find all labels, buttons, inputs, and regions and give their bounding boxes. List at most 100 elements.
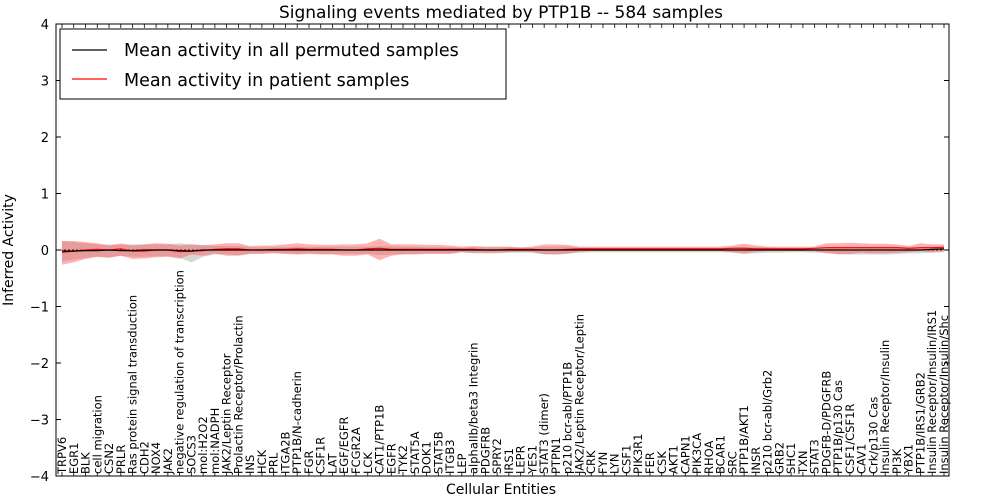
x-tick-label: mol:NADPH	[208, 408, 222, 474]
chart-title: Signaling events mediated by PTP1B -- 58…	[279, 3, 723, 23]
y-tick-label: 3	[41, 75, 49, 90]
x-tick-label: FCGR2A	[349, 427, 363, 474]
x-tick-label: Insulin Receptor/Insulin/Shc	[937, 315, 951, 474]
x-tick-label: CSF1/CSF1R	[843, 404, 857, 474]
x-tick-label: LCK	[361, 452, 375, 474]
legend-box	[59, 28, 507, 100]
x-tick-label: LEPR	[514, 445, 528, 474]
x-tick-label: PIK3R1	[631, 434, 645, 475]
x-tick-label: FGR	[302, 450, 316, 474]
band-permuted	[62, 241, 944, 263]
x-tick-label: FYN	[596, 452, 610, 474]
x-tick-label: LEP	[455, 453, 469, 474]
x-tick-label: STAT3	[808, 439, 822, 474]
x-tick-label: LYN	[608, 453, 622, 474]
x-tick-label: alphaIIb/beta3 Integrin	[467, 342, 481, 474]
y-axis-ticks: −4 −3 −2 −1 0 1 2 3 4	[30, 18, 949, 485]
x-tick-label: CAV1	[855, 444, 869, 474]
x-tick-label: Insulin Receptor/Insulin/IRS1	[925, 310, 939, 474]
x-tick-label: HCK	[255, 449, 269, 474]
x-tick-label: EGR1	[67, 443, 81, 475]
x-tick-label: CSF1	[620, 445, 634, 474]
x-tick-label: ITGB3	[443, 439, 457, 474]
x-tick-label: ITGA2B	[278, 431, 292, 474]
x-tick-label: YBX1	[902, 444, 916, 475]
x-tick-label: INS	[243, 455, 257, 474]
x-tick-label: PRLR	[114, 445, 128, 474]
x-tick-label: LAT	[326, 452, 340, 474]
x-tick-label: JAK2/Leptin Receptor	[220, 353, 234, 475]
y-tick-label: 2	[41, 131, 49, 146]
x-tick-label: PTPN1	[549, 437, 563, 474]
x-tick-label: CSK	[655, 451, 669, 474]
y-tick-label: −1	[30, 301, 49, 316]
x-tick-label: p210 bcr-abl/Grb2	[761, 370, 775, 474]
y-tick-label: 1	[41, 188, 49, 203]
x-tick-label: Ras protein signal transduction	[126, 295, 140, 474]
x-tick-label: TYK2	[396, 445, 410, 475]
x-tick-label: GRB2	[772, 442, 786, 474]
y-tick-label: 0	[41, 244, 49, 259]
y-axis-label: Inferred Activity	[1, 194, 17, 306]
x-tick-label: PDGFB-D/PDGFRB	[819, 371, 833, 474]
x-tick-label: SRC	[725, 451, 739, 474]
x-tick-label: p210 bcr-abl/PTP1B	[561, 362, 575, 474]
x-tick-label: STAT3 (dimer)	[537, 393, 551, 474]
x-tick-label: CSF1R	[314, 437, 328, 474]
x-tick-label: EGFR	[384, 443, 398, 474]
x-tick-label: CAT1/PTP1B	[373, 405, 387, 474]
x-tick-label: RHOA	[702, 441, 716, 474]
x-tick-label: NOX4	[149, 442, 163, 474]
confidence-bands	[62, 238, 944, 265]
band-patient	[62, 238, 944, 265]
x-tick-label: TXN	[796, 450, 810, 475]
y-tick-label: 4	[41, 18, 49, 33]
x-tick-label: EGF/EGFR	[337, 417, 351, 474]
x-tick-label: Prolactin Receptor/Prolactin	[231, 315, 245, 474]
legend: Mean activity in all permuted samples Me…	[59, 28, 507, 100]
x-tick-label: negative regulation of transcription	[173, 270, 187, 474]
x-tick-label: mol:H2O2	[196, 416, 210, 474]
x-tick-label: PTP1B/N-cadherin	[290, 371, 304, 474]
legend-label-patient: Mean activity in patient samples	[124, 71, 409, 91]
x-tick-label: CSN2	[102, 443, 116, 474]
x-tick-label: PIK3CA	[690, 433, 704, 474]
x-tick-label: JAK2	[161, 448, 175, 475]
x-tick-label: CRK	[584, 450, 598, 474]
x-tick-label: YES1	[525, 445, 539, 475]
x-tick-label: PDGFRB	[478, 427, 492, 474]
x-tick-label: Insulin Receptor/Insulin	[878, 340, 892, 474]
y-tick-label: −4	[30, 470, 49, 485]
x-tick-label: BLK	[79, 452, 93, 474]
x-tick-label: STAT5B	[431, 431, 445, 474]
x-tick-label: BCAR1	[714, 435, 728, 474]
x-tick-label: IRS1	[502, 448, 516, 474]
x-tick-label: AKT1	[667, 445, 681, 474]
x-tick-label: Crk/p130 Cas	[866, 397, 880, 474]
x-tick-label: SHC1	[784, 443, 798, 474]
x-tick-label: CDH2	[137, 441, 151, 474]
x-tick-label: CAPN1	[678, 435, 692, 474]
x-tick-label: SOCS3	[184, 435, 198, 474]
y-tick-label: −3	[30, 414, 49, 429]
x-tick-label: PTP1B/AKT1	[737, 405, 751, 474]
x-tick-label: cell migration	[90, 395, 104, 474]
x-tick-label: STAT5A	[408, 431, 422, 474]
x-tick-label: PTP1B/IRS1/GRB2	[914, 372, 928, 474]
x-tick-label: TRPV6	[55, 437, 69, 475]
x-tick-label: JAK2/Leptin Receptor/Leptin	[572, 314, 586, 475]
x-tick-label: DOK1	[420, 441, 434, 474]
x-axis-label: Cellular Entities	[446, 482, 556, 498]
series-line-permuted	[62, 248, 945, 252]
y-tick-label: −2	[30, 357, 49, 372]
x-tick-label: INSR	[749, 447, 763, 474]
legend-label-permuted: Mean activity in all permuted samples	[124, 41, 459, 61]
x-tick-label: PTP1B/p130 Cas	[831, 380, 845, 474]
x-tick-label: PI3K	[890, 448, 904, 474]
x-tick-label: FER	[643, 452, 657, 474]
x-tick-label: PRL	[267, 452, 281, 474]
series-lines	[61, 246, 945, 253]
x-tick-label: SPRY2	[490, 438, 504, 474]
